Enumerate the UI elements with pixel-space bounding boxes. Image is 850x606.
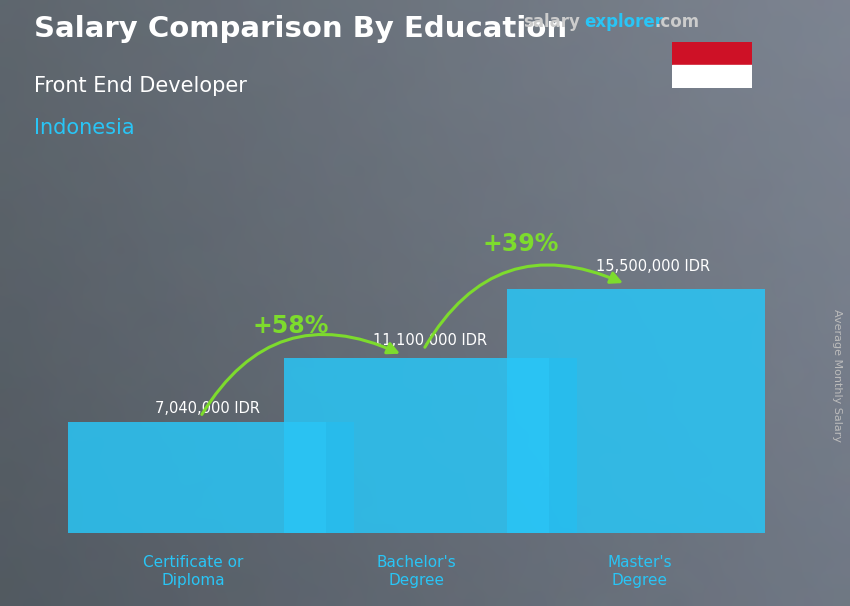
Polygon shape — [326, 422, 354, 533]
Text: Certificate or
Diploma: Certificate or Diploma — [144, 555, 244, 588]
Text: explorer: explorer — [584, 13, 663, 32]
Polygon shape — [284, 358, 549, 533]
Polygon shape — [507, 289, 772, 533]
Text: 15,500,000 IDR: 15,500,000 IDR — [597, 259, 711, 275]
FancyArrowPatch shape — [425, 265, 620, 347]
Text: Front End Developer: Front End Developer — [34, 76, 246, 96]
Polygon shape — [772, 289, 800, 533]
Text: Indonesia: Indonesia — [34, 118, 134, 138]
Text: Salary Comparison By Education: Salary Comparison By Education — [34, 15, 567, 43]
Text: .com: .com — [654, 13, 700, 32]
Polygon shape — [549, 358, 577, 533]
Polygon shape — [61, 422, 326, 533]
Text: +39%: +39% — [483, 232, 559, 256]
Text: +58%: +58% — [252, 314, 329, 338]
Bar — [672, 65, 752, 88]
Text: Bachelor's
Degree: Bachelor's Degree — [377, 555, 456, 588]
Text: 7,040,000 IDR: 7,040,000 IDR — [155, 401, 260, 416]
Bar — [672, 42, 752, 65]
Text: Average Monthly Salary: Average Monthly Salary — [832, 309, 842, 442]
FancyArrowPatch shape — [201, 335, 397, 415]
Text: Master's
Degree: Master's Degree — [607, 555, 672, 588]
Text: 11,100,000 IDR: 11,100,000 IDR — [373, 333, 488, 348]
Text: salary: salary — [523, 13, 580, 32]
